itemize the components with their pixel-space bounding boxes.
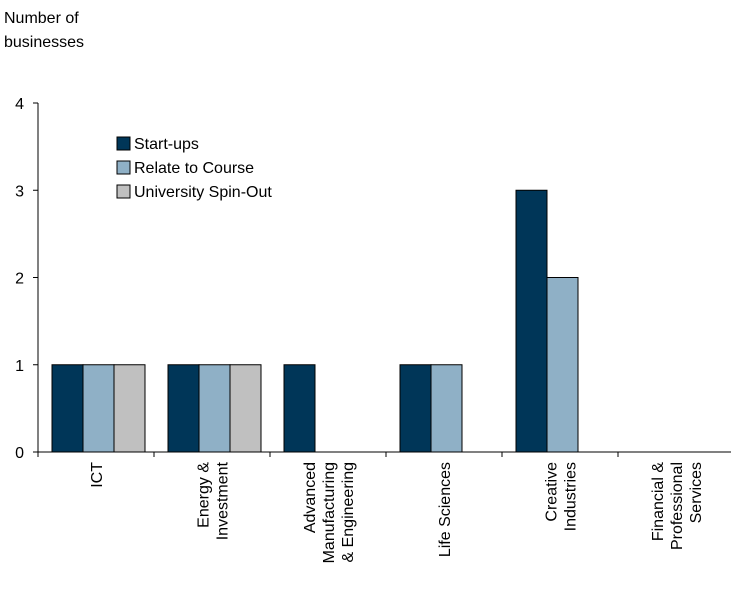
x-category-label-line: Financial &	[650, 462, 667, 541]
bar-relate-to-course	[546, 277, 579, 453]
y-axis-label: Number of	[4, 10, 79, 27]
x-category-label-line: Industries	[563, 462, 580, 531]
bar-start-ups	[283, 364, 316, 453]
bar-start-ups	[167, 364, 200, 453]
bar-start-ups	[515, 189, 548, 453]
x-category-label-line: Energy &	[196, 462, 213, 528]
x-category-label: Life Sciences	[437, 462, 454, 557]
x-category-label-line: Services	[688, 462, 705, 523]
x-category-label: Creative Industries	[544, 462, 580, 531]
y-tick-label: 0	[15, 445, 24, 462]
y-tick-label: 4	[15, 96, 24, 113]
legend-swatch	[116, 184, 131, 199]
x-category-label-line: Creative	[544, 462, 561, 522]
y-tick-label: 1	[15, 358, 24, 375]
x-category-label: Advanced Manufacturing & Engineering	[302, 462, 357, 563]
y-tick-label: 3	[15, 183, 24, 200]
x-category-label-line: ICT	[89, 462, 106, 488]
bar-relate-to-course	[430, 364, 463, 453]
x-category-label-line: & Engineering	[340, 462, 357, 563]
legend-swatch	[116, 136, 131, 151]
bar-relate-to-course	[82, 364, 115, 453]
x-category-label-line: Advanced	[302, 462, 319, 533]
bar-university-spin-out	[229, 364, 262, 453]
legend-label: Relate to Course	[134, 160, 254, 177]
bar-start-ups	[399, 364, 432, 453]
legend-label: Start-ups	[134, 136, 199, 153]
x-category-label-line: Investment	[215, 461, 232, 540]
x-category-label: ICT	[89, 462, 106, 488]
legend-swatch	[116, 160, 131, 175]
bar-start-ups	[51, 364, 84, 453]
x-category-label-line: Manufacturing	[321, 462, 338, 563]
y-tick-label: 2	[15, 271, 24, 288]
x-category-label: Energy & Investment	[196, 461, 232, 540]
y-axis-label: businesses	[4, 34, 84, 51]
x-category-label-line: Professional	[669, 462, 686, 550]
x-category-label-line: Life Sciences	[437, 462, 454, 557]
bar-university-spin-out	[113, 364, 146, 453]
legend-label: University Spin-Out	[134, 184, 272, 201]
bar-relate-to-course	[198, 364, 231, 453]
x-category-label: Financial & Professional Services	[650, 462, 705, 550]
